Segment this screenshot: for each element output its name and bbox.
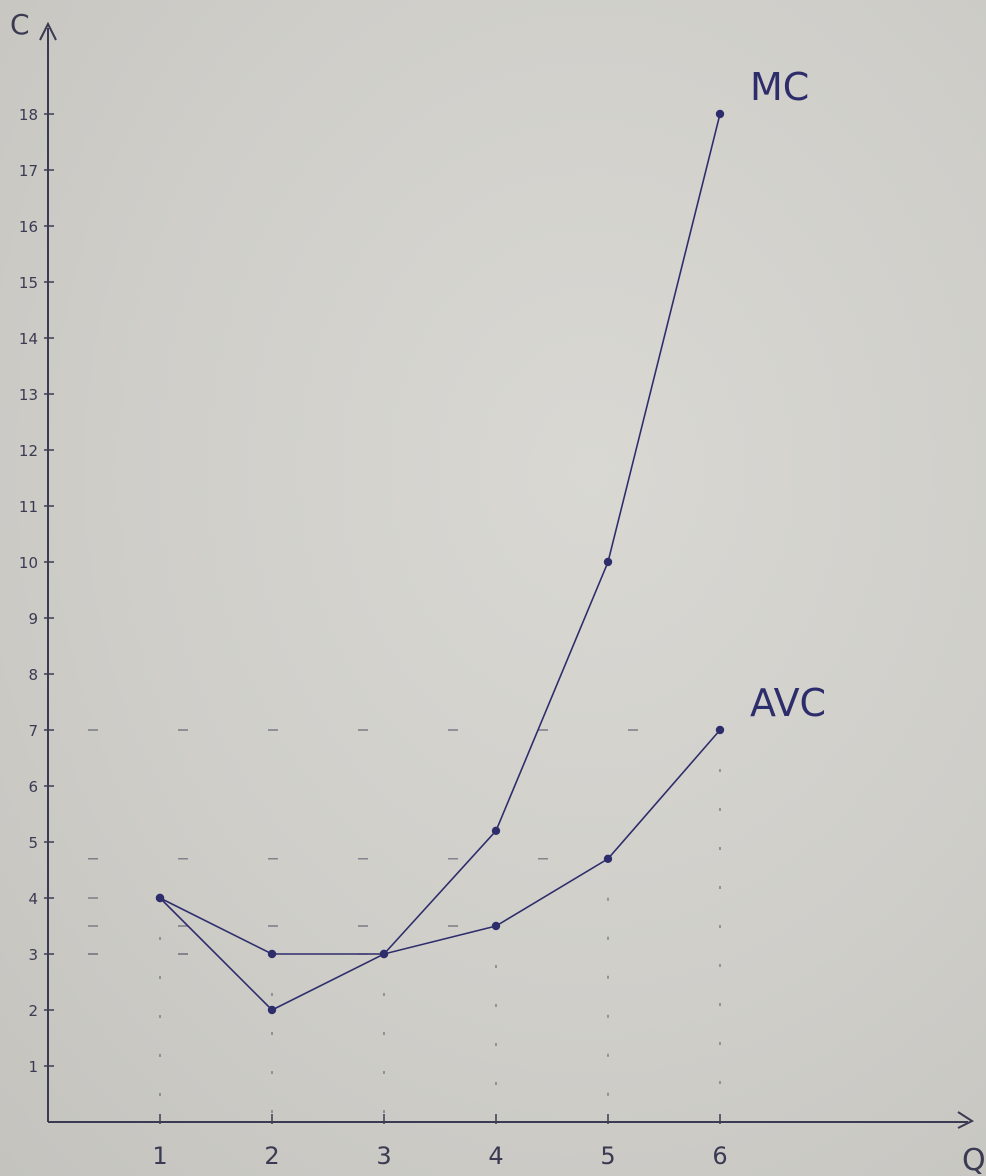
x-tick-label: 4: [488, 1142, 503, 1170]
y-tick-label: 10: [19, 554, 38, 572]
data-point-mc: [603, 557, 613, 567]
y-tick-label: 3: [28, 946, 38, 964]
y-tick-label: 6: [28, 778, 38, 796]
data-point-mc: [715, 109, 725, 119]
series-labels: MC AVC: [750, 65, 826, 725]
y-tick-label: 14: [19, 330, 38, 348]
data-point-avc: [155, 893, 165, 903]
y-tick-label: 9: [28, 610, 38, 628]
series-label-mc: MC: [750, 65, 809, 109]
data-point-mc: [267, 1005, 277, 1015]
x-tick-label: 5: [600, 1142, 615, 1170]
data-point-avc: [491, 921, 501, 931]
y-tick-label: 17: [19, 162, 38, 180]
y-tick-label: 16: [19, 218, 38, 236]
x-tick-label: 2: [264, 1142, 279, 1170]
x-axis-arrow: [957, 1111, 975, 1129]
y-tick-label: 2: [28, 1002, 38, 1020]
y-tick-label: 5: [28, 834, 38, 852]
data-point-avc: [267, 949, 277, 959]
series-line-mc: [159, 113, 721, 1011]
x-tick-label: 6: [712, 1142, 727, 1170]
guide-lines: [88, 729, 721, 1122]
y-tick-label: 1: [28, 1058, 38, 1076]
y-tick-label: 13: [19, 386, 38, 404]
series-lines: [155, 109, 725, 1015]
y-axis-label: C: [10, 8, 30, 41]
axes: C Q: [10, 8, 986, 1176]
y-axis-arrow: [39, 21, 57, 41]
data-point-avc: [603, 854, 613, 863]
data-point-avc: [379, 949, 389, 959]
y-tick-label: 11: [19, 498, 38, 516]
data-point-mc: [491, 826, 501, 835]
y-tick-label: 7: [28, 722, 38, 740]
x-axis-label: Q: [962, 1143, 986, 1176]
series-label-avc: AVC: [750, 681, 826, 725]
data-point-avc: [715, 725, 725, 735]
y-tick-label: 12: [19, 442, 38, 460]
y-tick-label: 18: [19, 106, 38, 124]
x-ticks: 1 2 3 4 5 6: [152, 1114, 728, 1170]
x-tick-label: 1: [152, 1142, 167, 1170]
y-tick-label: 15: [19, 274, 38, 292]
series-line-avc: [159, 729, 721, 955]
x-tick-label: 3: [376, 1142, 391, 1170]
y-tick-label: 4: [28, 890, 38, 908]
y-tick-label: 8: [28, 666, 38, 684]
